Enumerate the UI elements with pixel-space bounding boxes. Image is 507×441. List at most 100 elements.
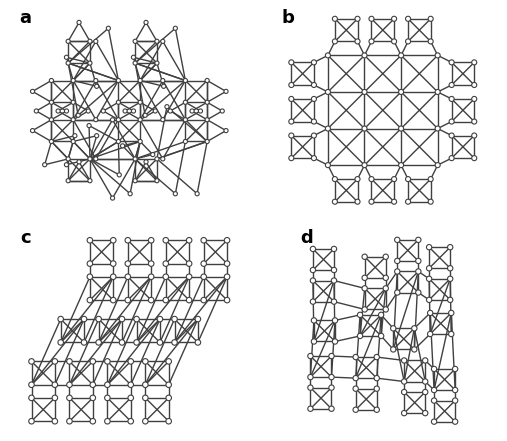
Circle shape: [29, 359, 34, 364]
Circle shape: [205, 118, 209, 122]
Circle shape: [71, 78, 75, 82]
Circle shape: [332, 299, 337, 304]
Circle shape: [362, 254, 368, 259]
Circle shape: [402, 411, 407, 416]
Circle shape: [435, 53, 440, 58]
Circle shape: [163, 261, 168, 266]
Circle shape: [394, 269, 400, 274]
Circle shape: [88, 61, 92, 65]
Circle shape: [472, 133, 477, 138]
Circle shape: [311, 60, 316, 65]
Circle shape: [87, 297, 93, 303]
Circle shape: [67, 419, 72, 424]
Circle shape: [134, 340, 139, 345]
Circle shape: [71, 118, 75, 122]
Text: c: c: [21, 229, 31, 247]
Circle shape: [64, 163, 68, 167]
Circle shape: [29, 419, 34, 424]
Circle shape: [87, 261, 93, 266]
Circle shape: [104, 382, 110, 388]
Circle shape: [88, 179, 92, 183]
Circle shape: [166, 359, 171, 364]
Circle shape: [201, 261, 206, 266]
Circle shape: [449, 331, 454, 336]
Text: a: a: [19, 9, 31, 27]
Circle shape: [308, 353, 313, 359]
Circle shape: [224, 128, 228, 133]
Circle shape: [104, 395, 110, 401]
Circle shape: [162, 84, 166, 88]
Circle shape: [472, 156, 477, 161]
Circle shape: [310, 246, 315, 252]
Circle shape: [308, 385, 313, 390]
Circle shape: [111, 261, 116, 266]
Circle shape: [88, 39, 92, 43]
Circle shape: [426, 265, 432, 271]
Circle shape: [406, 176, 411, 182]
Circle shape: [155, 39, 159, 43]
Circle shape: [111, 274, 116, 280]
Circle shape: [111, 196, 115, 200]
Circle shape: [452, 398, 458, 403]
Circle shape: [201, 297, 206, 303]
Circle shape: [121, 144, 125, 148]
Circle shape: [310, 278, 315, 283]
Circle shape: [56, 109, 60, 113]
Circle shape: [399, 90, 404, 94]
Circle shape: [472, 60, 477, 65]
Circle shape: [151, 153, 155, 157]
Circle shape: [88, 157, 92, 161]
Circle shape: [422, 411, 428, 416]
Circle shape: [157, 316, 163, 322]
Circle shape: [87, 274, 93, 280]
Circle shape: [224, 261, 230, 266]
Circle shape: [452, 419, 458, 424]
Circle shape: [52, 419, 58, 424]
Circle shape: [161, 39, 165, 43]
Circle shape: [144, 160, 148, 164]
Circle shape: [308, 374, 313, 380]
Circle shape: [104, 419, 110, 424]
Circle shape: [332, 278, 337, 283]
Circle shape: [289, 119, 294, 124]
Circle shape: [166, 395, 171, 401]
Circle shape: [390, 325, 396, 331]
Circle shape: [435, 90, 440, 94]
Circle shape: [166, 419, 171, 424]
Circle shape: [353, 375, 358, 381]
Circle shape: [332, 267, 337, 273]
Circle shape: [426, 297, 432, 303]
Circle shape: [67, 382, 72, 388]
Circle shape: [90, 419, 96, 424]
Circle shape: [90, 395, 96, 401]
Circle shape: [374, 386, 379, 391]
Circle shape: [163, 274, 168, 280]
Circle shape: [133, 39, 137, 43]
Circle shape: [34, 109, 39, 113]
Circle shape: [131, 109, 135, 113]
Circle shape: [383, 254, 388, 259]
Circle shape: [125, 261, 131, 266]
Circle shape: [390, 347, 396, 352]
Circle shape: [128, 419, 133, 424]
Circle shape: [111, 238, 116, 243]
Circle shape: [362, 90, 367, 94]
Circle shape: [362, 286, 368, 291]
Circle shape: [355, 39, 360, 44]
Circle shape: [195, 192, 199, 196]
Circle shape: [449, 310, 454, 316]
Circle shape: [184, 78, 188, 82]
Circle shape: [116, 139, 121, 144]
Circle shape: [149, 238, 154, 243]
Circle shape: [362, 163, 367, 168]
Circle shape: [64, 109, 68, 113]
Circle shape: [128, 382, 133, 388]
Circle shape: [81, 340, 87, 345]
Circle shape: [125, 274, 131, 280]
Circle shape: [449, 133, 454, 138]
Circle shape: [49, 139, 53, 144]
Circle shape: [329, 374, 334, 380]
Circle shape: [428, 199, 433, 204]
Circle shape: [427, 331, 433, 336]
Circle shape: [472, 82, 477, 87]
